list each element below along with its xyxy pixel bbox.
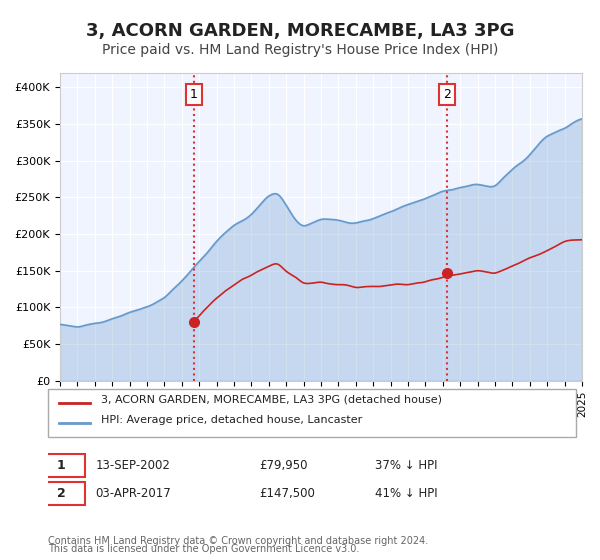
FancyBboxPatch shape [48,389,576,437]
Text: 03-APR-2017: 03-APR-2017 [95,487,171,500]
Text: 2: 2 [57,487,65,500]
Text: 2: 2 [443,88,451,101]
Text: This data is licensed under the Open Government Licence v3.0.: This data is licensed under the Open Gov… [48,544,359,554]
Text: 1: 1 [190,88,198,101]
Text: Contains HM Land Registry data © Crown copyright and database right 2024.: Contains HM Land Registry data © Crown c… [48,536,428,546]
Text: 41% ↓ HPI: 41% ↓ HPI [376,487,438,500]
Text: 13-SEP-2002: 13-SEP-2002 [95,459,170,472]
FancyBboxPatch shape [37,482,85,505]
Text: 37% ↓ HPI: 37% ↓ HPI [376,459,438,472]
Text: Price paid vs. HM Land Registry's House Price Index (HPI): Price paid vs. HM Land Registry's House … [102,44,498,58]
FancyBboxPatch shape [37,454,85,477]
Text: 3, ACORN GARDEN, MORECAMBE, LA3 3PG (detached house): 3, ACORN GARDEN, MORECAMBE, LA3 3PG (det… [101,394,442,404]
Text: HPI: Average price, detached house, Lancaster: HPI: Average price, detached house, Lanc… [101,416,362,426]
Text: 1: 1 [57,459,65,472]
Text: £79,950: £79,950 [259,459,308,472]
Text: £147,500: £147,500 [259,487,315,500]
Text: 3, ACORN GARDEN, MORECAMBE, LA3 3PG: 3, ACORN GARDEN, MORECAMBE, LA3 3PG [86,22,514,40]
